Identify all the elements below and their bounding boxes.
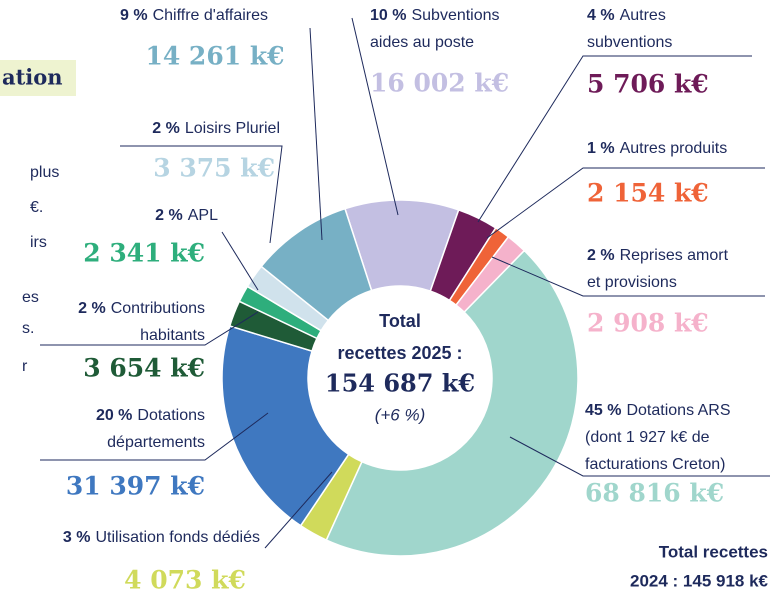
leader-line	[264, 471, 333, 549]
previous-total: Total recettes	[659, 542, 768, 561]
category-label: Dotations ARS	[626, 402, 730, 419]
center-total: 154 687 k€	[325, 369, 475, 398]
leader-line	[509, 436, 770, 477]
value-label: 3 654 k€	[83, 354, 205, 383]
donut-segment	[221, 325, 350, 527]
center-change: (+6 %)	[375, 405, 426, 424]
category-label: Dotations	[137, 407, 205, 424]
segment-label: facturations Creton)	[585, 456, 726, 473]
percent-label: 2 %	[155, 207, 183, 224]
side-text: plus	[30, 164, 59, 181]
value-label: 2 908 k€	[587, 309, 709, 338]
side-heading: ation	[2, 65, 63, 90]
percent-label: 20 %	[96, 407, 132, 424]
percent-label: 3 %	[63, 529, 91, 546]
segment-label: 9 % Chiffre d'affaires	[120, 7, 268, 24]
value-label: 14 261 k€	[145, 42, 284, 71]
value-label: 2 341 k€	[83, 239, 205, 268]
segment-label: départements	[107, 434, 205, 451]
value-label: 3 375 k€	[153, 154, 275, 183]
value-label: 68 816 k€	[585, 479, 724, 508]
center-label: Total	[379, 311, 421, 331]
leader-line	[351, 17, 399, 216]
percent-label: 1 %	[587, 140, 615, 157]
segment-label: aides au poste	[370, 34, 474, 51]
category-label: habitants	[140, 327, 205, 344]
previous-total: 2024 : 145 918 k€	[630, 571, 769, 590]
value-label: 31 397 k€	[66, 472, 205, 501]
percent-label: 4 %	[587, 7, 615, 24]
percent-label: 10 %	[370, 7, 406, 24]
leader-line	[120, 145, 283, 244]
segment-label: 2 % APL	[155, 207, 218, 224]
category-label: (dont 1 927 k€ de	[585, 429, 710, 446]
category-label: facturations Creton)	[585, 456, 726, 473]
percent-label: 45 %	[585, 402, 621, 419]
segment-label: 45 % Dotations ARS	[585, 402, 731, 419]
category-label: Subventions	[411, 7, 499, 24]
segment-label: habitants	[140, 327, 205, 344]
donut-segment	[325, 249, 579, 557]
category-label: Reprises amort	[620, 247, 729, 264]
value-label: 16 002 k€	[370, 69, 509, 98]
leader-line	[40, 311, 259, 346]
segment-label: 2 % Contributions	[78, 300, 205, 317]
segment-label: 2 % Loisirs Pluriel	[152, 120, 280, 137]
leader-line	[486, 167, 765, 239]
category-label: et provisions	[587, 274, 677, 291]
segment-label: et provisions	[587, 274, 677, 291]
leader-line	[477, 55, 752, 223]
segment-label: 20 % Dotations	[96, 407, 205, 424]
segment-label: (dont 1 927 k€ de	[585, 429, 710, 446]
side-text: s.	[22, 320, 34, 337]
segment-label: 3 % Utilisation fonds dédiés	[63, 529, 260, 546]
value-label: 4 073 k€	[124, 566, 246, 595]
segment-label: 4 % Autres	[587, 7, 666, 24]
percent-label: 9 %	[120, 7, 148, 24]
category-label: départements	[107, 434, 205, 451]
category-label: subventions	[587, 34, 672, 51]
percent-label: 2 %	[152, 120, 180, 137]
percent-label: 2 %	[78, 300, 106, 317]
category-label: Autres	[620, 7, 666, 24]
category-label: Autres produits	[620, 140, 728, 157]
side-text: irs	[30, 234, 47, 251]
heading-highlight	[0, 60, 76, 96]
leader-line	[221, 231, 259, 291]
category-label: Chiffre d'affaires	[153, 7, 268, 24]
side-text: €.	[30, 199, 43, 216]
segment-label: subventions	[587, 34, 672, 51]
leader-line	[309, 27, 323, 241]
side-text: r	[22, 358, 28, 375]
segment-label: 2 % Reprises amort	[587, 247, 729, 264]
category-label: aides au poste	[370, 34, 474, 51]
value-label: 5 706 k€	[587, 70, 709, 99]
percent-label: 2 %	[587, 247, 615, 264]
leader-line	[40, 412, 269, 461]
category-label: Utilisation fonds dédiés	[95, 529, 260, 546]
category-label: Contributions	[111, 300, 205, 317]
leader-line	[491, 256, 765, 297]
value-label: 2 154 k€	[587, 179, 709, 208]
category-label: APL	[188, 207, 218, 224]
segment-label: 1 % Autres produits	[587, 140, 727, 157]
center-label: recettes 2025 :	[337, 343, 462, 363]
category-label: Loisirs Pluriel	[185, 120, 280, 137]
segment-label: 10 % Subventions	[370, 7, 500, 24]
side-text: es	[22, 289, 39, 306]
donut-segment	[260, 207, 373, 322]
